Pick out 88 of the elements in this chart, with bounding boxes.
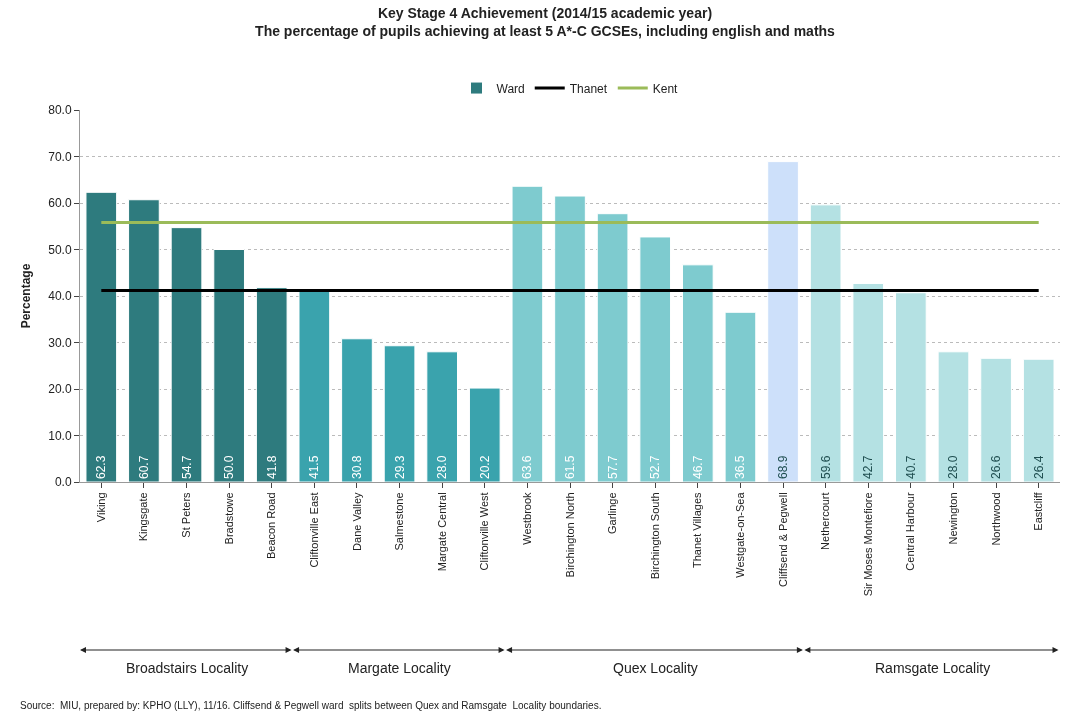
bar bbox=[426, 351, 459, 482]
bar bbox=[852, 282, 885, 482]
y-tick-label: 20.0 bbox=[48, 382, 72, 397]
x-tick-label: Eastcliff bbox=[1032, 491, 1045, 531]
data-label: 63.6 bbox=[520, 455, 535, 479]
text: Broadstairs Locality bbox=[126, 660, 249, 676]
y-tick-label: 80.0 bbox=[48, 103, 72, 118]
data-label: 36.5 bbox=[733, 455, 748, 479]
data-label: 40.7 bbox=[903, 455, 918, 479]
bar bbox=[767, 161, 799, 482]
x-tick-label: Garlinge bbox=[606, 492, 619, 534]
data-label: 62.3 bbox=[94, 455, 109, 479]
x-tick-label: Kingsgate bbox=[137, 492, 150, 542]
text: Quex Locality bbox=[613, 660, 698, 676]
bar bbox=[895, 292, 927, 482]
x-tick-label: Westbrook bbox=[520, 491, 533, 545]
x-tick-label: Viking bbox=[94, 492, 107, 523]
x-tick-label: Bradstowe bbox=[222, 492, 235, 545]
x-tick-label: Beacon Road bbox=[265, 492, 278, 560]
x-tick-label: Sir Moses Montefiore bbox=[861, 492, 874, 597]
x-tick-label: Central Harbour bbox=[904, 492, 917, 571]
y-tick-label: 10.0 bbox=[48, 428, 72, 443]
bar bbox=[85, 191, 118, 482]
text: Margate Locality bbox=[348, 660, 451, 676]
data-label: 50.0 bbox=[222, 455, 237, 479]
x-tick-label: Cliftonville East bbox=[307, 492, 320, 568]
legend-label: Ward bbox=[496, 81, 525, 96]
legend-label: Kent bbox=[652, 81, 679, 96]
x-tick-label: Margate Central bbox=[435, 492, 448, 572]
data-label: 28.0 bbox=[435, 455, 450, 479]
x-tick-label: Birchington South bbox=[648, 492, 661, 580]
chart-subtitle: The percentage of pupils achieving at least 5 A*-C GCSEs, including english and maths bbox=[255, 23, 836, 40]
bar bbox=[170, 227, 203, 482]
bar bbox=[980, 357, 1012, 482]
bar bbox=[341, 338, 373, 482]
bar bbox=[596, 213, 629, 482]
y-tick-label: 30.0 bbox=[48, 335, 72, 350]
bar bbox=[639, 236, 672, 482]
x-tick-label: St Peters bbox=[180, 491, 193, 538]
x-tick-label: Thanet Villages bbox=[691, 491, 704, 569]
bar bbox=[511, 185, 544, 482]
bar bbox=[937, 351, 970, 482]
data-label: 59.6 bbox=[818, 455, 833, 479]
legend-label: Thanet bbox=[569, 81, 608, 96]
data-label: 41.5 bbox=[307, 455, 322, 479]
x-tick-label: Cliftonville West bbox=[478, 492, 491, 571]
bar bbox=[255, 287, 288, 482]
x-tick-label: Newington bbox=[947, 492, 960, 545]
y-tick-label: 0.0 bbox=[54, 475, 72, 490]
data-label: 46.7 bbox=[690, 455, 705, 479]
bar bbox=[809, 204, 842, 482]
data-label: 30.8 bbox=[349, 455, 364, 479]
data-label: 28.0 bbox=[946, 455, 961, 479]
data-label: 42.7 bbox=[861, 455, 876, 479]
data-label: 61.5 bbox=[563, 455, 577, 479]
x-tick-label: Salmestone bbox=[393, 492, 406, 551]
x-tick-label: Westgate-on-Sea bbox=[734, 491, 747, 578]
bar bbox=[383, 345, 416, 482]
data-label: 60.7 bbox=[136, 455, 151, 479]
x-tick-label: Nethercourt bbox=[819, 492, 832, 550]
bar bbox=[128, 199, 160, 482]
data-label: 26.4 bbox=[1031, 455, 1046, 479]
x-tick-label: Northwood bbox=[989, 492, 1002, 546]
bar bbox=[681, 264, 714, 482]
y-tick-label: 50.0 bbox=[48, 242, 72, 257]
data-label: 68.9 bbox=[776, 455, 791, 479]
chart-title: Key Stage 4 Achievement (2014/15 academic year) bbox=[377, 4, 713, 21]
y-tick-label: 70.0 bbox=[48, 149, 72, 164]
data-label: 26.6 bbox=[989, 455, 1004, 479]
text: Ramsgate Locality bbox=[875, 660, 991, 676]
data-label: 57.7 bbox=[605, 455, 620, 479]
data-label: 54.7 bbox=[179, 455, 194, 479]
y-tick-label: 60.0 bbox=[48, 196, 72, 211]
source-note: Source: MIU, prepared by: KPHO (LLY), 11/16. Cliffsend & Pegwell ward splits between Quex and Ramsgate Locality boundaries. bbox=[20, 700, 602, 711]
bar bbox=[724, 311, 757, 482]
x-tick-label: Cliffsend & Pegwell bbox=[776, 492, 789, 587]
data-label: 41.8 bbox=[264, 455, 279, 479]
data-label: 29.3 bbox=[392, 455, 407, 479]
x-tick-label: Birchington North bbox=[563, 492, 576, 578]
bar bbox=[468, 387, 501, 482]
y-axis-title: Percentage bbox=[18, 263, 33, 329]
bar bbox=[213, 249, 245, 482]
bar bbox=[1022, 358, 1055, 482]
x-tick-label: Dane Valley bbox=[350, 491, 363, 551]
y-tick-label: 40.0 bbox=[48, 289, 72, 304]
data-label: 20.2 bbox=[477, 455, 492, 479]
data-label: 52.7 bbox=[648, 455, 663, 479]
bar bbox=[554, 195, 586, 482]
